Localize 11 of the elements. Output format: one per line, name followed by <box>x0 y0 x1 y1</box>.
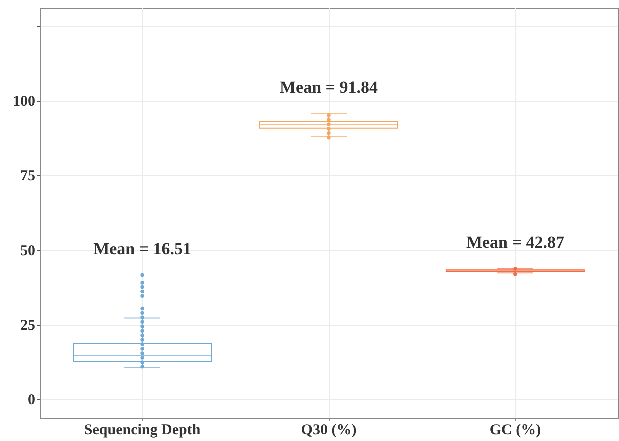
y-tick-label: 75 <box>20 168 36 185</box>
x-tick-label: GC (%) <box>490 422 542 438</box>
y-tick-label: 50 <box>20 243 36 260</box>
y-tick-label: 100 <box>13 94 36 110</box>
x-tick-label: Sequencing Depth <box>84 422 202 438</box>
annotation: Mean = 42.87 <box>466 232 565 252</box>
y-tick-label: 25 <box>20 318 36 334</box>
annotation: Mean = 16.51 <box>94 239 192 258</box>
y-tick-label: 0 <box>28 392 36 409</box>
x-tick-label: Q30 (%) <box>301 422 357 438</box>
annotation: Mean = 91.84 <box>280 78 378 98</box>
